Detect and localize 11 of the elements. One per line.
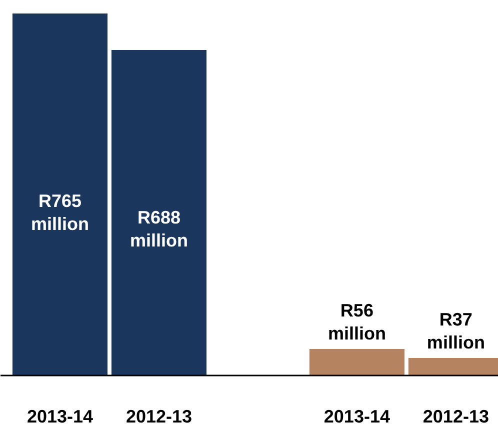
x-tick-label: 2013-14 — [26, 406, 94, 426]
x-tick-label: 2012-13 — [422, 406, 489, 426]
bar — [12, 14, 108, 376]
bar — [309, 349, 404, 376]
x-tick-label: 2013-14 — [324, 406, 390, 426]
x-tick-label: 2012-13 — [126, 406, 192, 426]
bar — [111, 50, 206, 376]
data-label: R688 million — [130, 208, 188, 251]
data-label: R56 million — [328, 300, 386, 344]
data-label: R37 million — [426, 310, 485, 353]
data-label: R765 million — [30, 191, 89, 234]
